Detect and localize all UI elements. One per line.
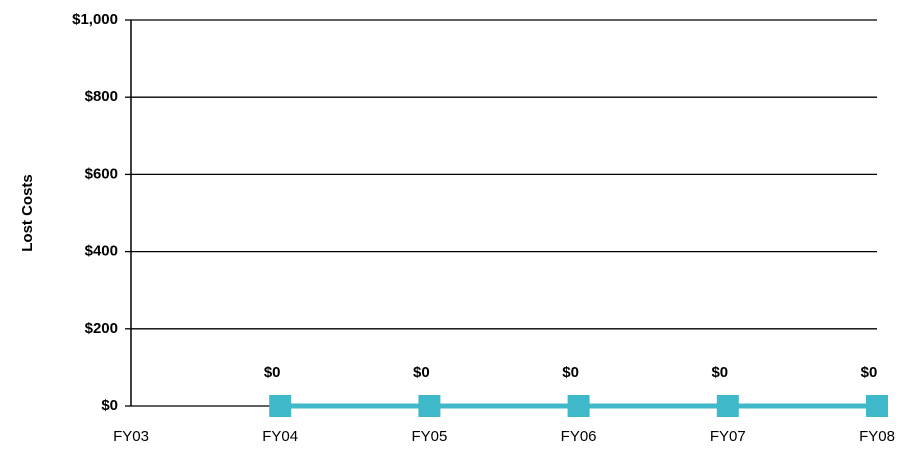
x-tick-label: FY04: [262, 428, 298, 445]
marker: [866, 395, 888, 417]
y-tick-label: $800: [85, 88, 118, 105]
value-label: $0: [264, 364, 281, 381]
x-tick-label: FY08: [859, 428, 895, 445]
value-label: $0: [413, 364, 430, 381]
marker: [269, 395, 292, 417]
value-label: $0: [562, 364, 579, 381]
x-tick-label: FY03: [113, 428, 149, 445]
x-tick-label: FY06: [561, 428, 597, 445]
x-tick-label: FY05: [411, 428, 447, 445]
y-tick-label: $0: [101, 397, 118, 414]
marker: [418, 395, 441, 417]
y-tick-label: $1,000: [72, 11, 118, 28]
value-label: $0: [711, 364, 728, 381]
y-tick-label: $200: [85, 320, 118, 337]
y-tick-label: $600: [85, 165, 118, 182]
marker: [716, 395, 739, 417]
value-label: $0: [861, 364, 878, 381]
y-tick-label: $400: [85, 243, 118, 260]
x-tick-label: FY07: [710, 428, 746, 445]
marker: [567, 395, 590, 417]
y-axis-label: Lost Costs: [19, 174, 36, 252]
